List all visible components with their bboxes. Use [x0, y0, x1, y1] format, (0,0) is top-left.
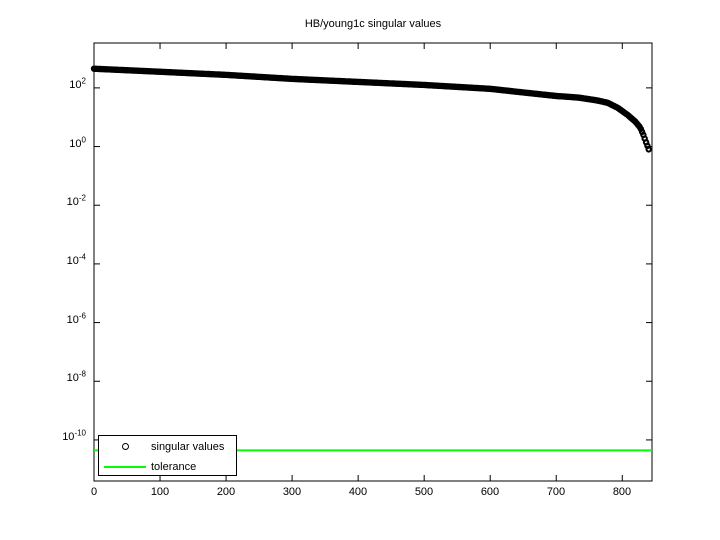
y-tick-label: 100 [69, 135, 86, 150]
plot-title: HB/young1c singular values [304, 18, 442, 30]
x-tick-label: 600 [480, 486, 500, 498]
y-tick-label: 102 [69, 76, 86, 91]
line-sample-icon [104, 465, 146, 468]
legend-box: singular values tolerance [98, 435, 237, 476]
x-tick-label: 300 [282, 486, 302, 498]
y-tick-label: 10-2 [66, 193, 86, 208]
x-tick-label: 400 [348, 486, 368, 498]
x-tick-label: 100 [150, 486, 170, 498]
x-tick-label: 200 [216, 486, 236, 498]
legend-label: tolerance [151, 460, 197, 473]
y-tick-label: 10-10 [62, 428, 86, 443]
circle-marker-icon [121, 443, 129, 450]
legend-label: singular values [151, 440, 225, 453]
x-tick-label: 700 [546, 486, 566, 498]
x-tick-label: 0 [90, 486, 98, 498]
axes-box [93, 42, 653, 482]
x-tick-label: 800 [612, 486, 632, 498]
legend-marker-cell [99, 465, 151, 468]
x-axis-ticks [93, 43, 623, 481]
y-tick-label: 10-8 [66, 369, 86, 384]
singular-values-series [90, 65, 652, 153]
legend-marker-cell [99, 443, 151, 450]
legend-item-tolerance: tolerance [99, 457, 236, 476]
x-tick-label: 500 [414, 486, 434, 498]
y-tick-label: 10-4 [66, 252, 86, 267]
y-tick-label: 10-6 [66, 311, 86, 326]
legend-item-singular-values: singular values [99, 437, 236, 456]
y-axis-ticks [94, 87, 652, 441]
